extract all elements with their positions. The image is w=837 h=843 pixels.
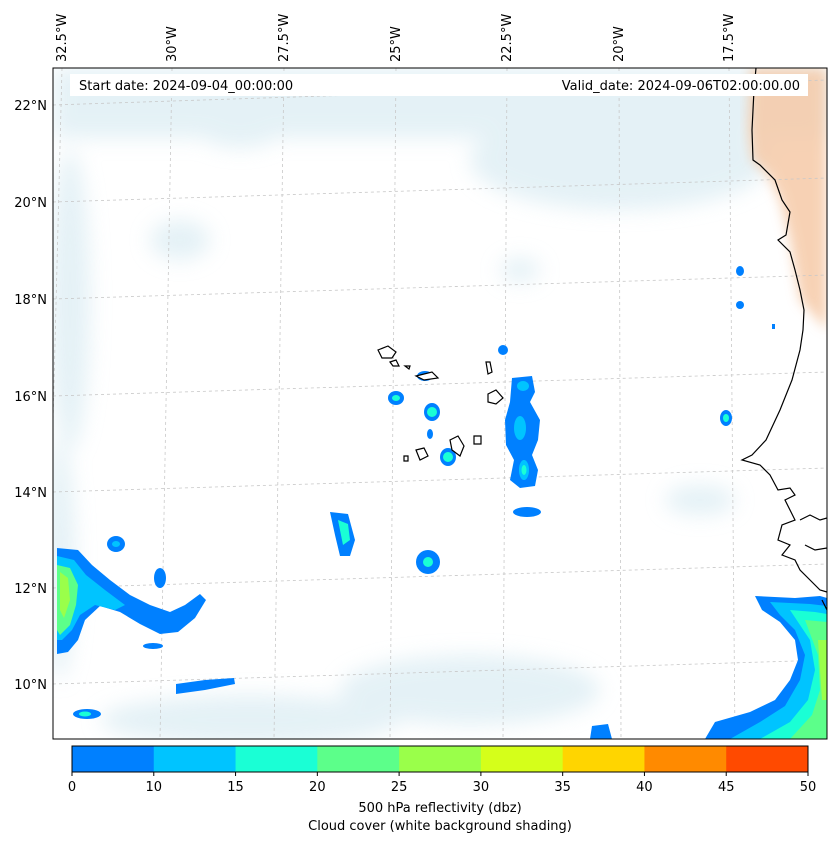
colorbar-tick-label: 45: [718, 780, 735, 795]
colorbar-tick-label: 20: [309, 780, 326, 795]
longitude-labels: 32.5°W 30°W 27.5°W 25°W 22.5°W 20°W 17.5…: [55, 14, 737, 62]
lon-label: 22.5°W: [500, 14, 515, 62]
valid-date-label: Valid_date: 2024-09-06T02:00:00.00: [562, 79, 800, 94]
colorbar-swatch: [399, 746, 482, 772]
colorbar-swatch: [726, 746, 809, 772]
lon-label: 25°W: [389, 26, 404, 62]
land-shading: [748, 68, 827, 330]
lon-label: 20°W: [612, 26, 627, 62]
lat-label: 18°N: [14, 293, 47, 308]
lat-label: 10°N: [14, 678, 47, 693]
lon-label: 17.5°W: [722, 14, 737, 62]
colorbar-swatch: [153, 746, 237, 772]
colorbar-tick-label: 30: [473, 780, 490, 795]
map-frame: [52, 67, 828, 740]
lat-label: 12°N: [14, 582, 47, 597]
start-date-label: Start date: 2024-09-04_00:00:00: [79, 79, 293, 94]
colorbar-sublabel: Cloud cover (white background shading): [308, 819, 572, 834]
colorbar-swatch: [317, 746, 400, 772]
colorbar-tick-label: 50: [800, 780, 817, 795]
colorbar-tick-label: 0: [68, 780, 76, 795]
colorbar-tick-label: 10: [146, 780, 163, 795]
cape-verde-islands: [377, 345, 504, 462]
colorbar-label: 500 hPa reflectivity (dbz): [358, 801, 521, 816]
lon-label: 30°W: [165, 26, 180, 62]
lon-label: 27.5°W: [277, 14, 292, 62]
colorbar-tick-label: 15: [227, 780, 244, 795]
colorbar-swatch: [480, 746, 564, 772]
lat-label: 16°N: [14, 390, 47, 405]
lat-label: 20°N: [14, 196, 47, 211]
latitude-labels: 22°N 20°N 18°N 16°N 14°N 12°N 10°N: [14, 99, 47, 693]
lat-label: 22°N: [14, 99, 47, 114]
coastline: [740, 68, 827, 611]
colorbar-tick-label: 40: [636, 780, 653, 795]
colorbar-frame: [71, 745, 809, 773]
colorbar-tick-label: 25: [391, 780, 408, 795]
colorbar-swatch: [644, 746, 727, 772]
colorbar: 0 10 15 20 25 30 35 40 45 50 500 hPa reflectivity…: [68, 745, 817, 834]
colorbar-swatch: [562, 746, 645, 772]
date-banner: [70, 74, 808, 96]
lat-label: 14°N: [14, 486, 47, 501]
lon-label: 32.5°W: [55, 14, 70, 62]
colorbar-swatch: [235, 746, 318, 772]
colorbar-swatch: [72, 746, 155, 772]
reflectivity-cells: [57, 266, 827, 739]
colorbar-tick-label: 35: [554, 780, 571, 795]
